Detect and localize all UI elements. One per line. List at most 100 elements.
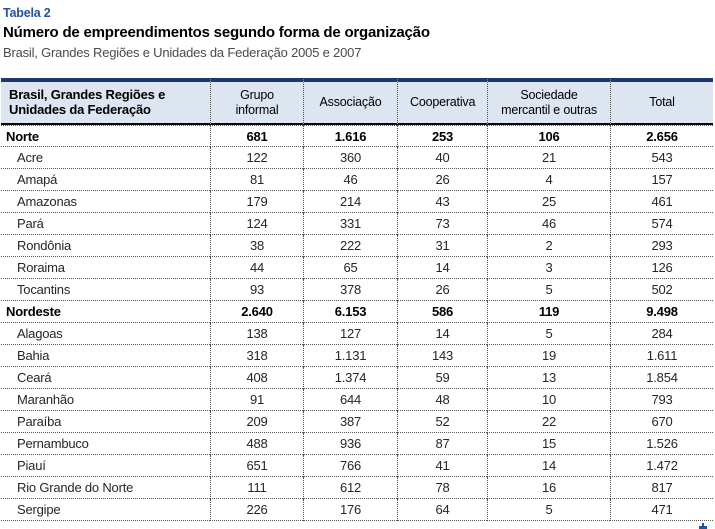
row-label: Amapá bbox=[1, 169, 210, 191]
cell-value: 4 bbox=[487, 169, 610, 191]
cell-value: 91 bbox=[210, 389, 303, 411]
cell-value: 15 bbox=[487, 433, 610, 455]
row-label: Pará bbox=[1, 213, 210, 235]
table-body: Norte 681 1.616 253 106 2.656 Acre 122 360 40 21 54… bbox=[1, 125, 713, 521]
cell-value: 502 bbox=[610, 279, 713, 301]
cell-value: 2.640 bbox=[210, 301, 303, 323]
cell-value: 41 bbox=[397, 455, 487, 477]
cell-value: 40 bbox=[397, 147, 487, 169]
cell-value: 59 bbox=[397, 367, 487, 389]
cell-value: 766 bbox=[303, 455, 397, 477]
cell-value: 644 bbox=[303, 389, 397, 411]
cell-value: 9.498 bbox=[610, 301, 713, 323]
cell-value: 670 bbox=[610, 411, 713, 433]
cell-value: 543 bbox=[610, 147, 713, 169]
region-total-row: Norte 681 1.616 253 106 2.656 bbox=[1, 125, 713, 147]
cell-value: 44 bbox=[210, 257, 303, 279]
cell-value: 253 bbox=[397, 125, 487, 147]
state-row: Rondônia 38 222 31 2 293 bbox=[1, 235, 713, 257]
state-row: Tocantins 93 378 26 5 502 bbox=[1, 279, 713, 301]
col-header-sociedade-mercantil: Sociedade mercantil e outras bbox=[487, 78, 610, 125]
row-label: Nordeste bbox=[1, 301, 210, 323]
cell-value: 122 bbox=[210, 147, 303, 169]
cell-value: 13 bbox=[487, 367, 610, 389]
cell-value: 360 bbox=[303, 147, 397, 169]
cell-value: 378 bbox=[303, 279, 397, 301]
row-label: Roraima bbox=[1, 257, 210, 279]
row-label: Norte bbox=[1, 125, 210, 147]
cell-value: 331 bbox=[303, 213, 397, 235]
region-total-row: Nordeste 2.640 6.153 586 119 9.498 bbox=[1, 301, 713, 323]
col-header-grupo-informal: Grupo informal bbox=[210, 78, 303, 125]
col-header-cooperativa: Cooperativa bbox=[397, 78, 487, 125]
cell-value: 574 bbox=[610, 213, 713, 235]
cell-value: 5 bbox=[487, 499, 610, 521]
cell-value: 143 bbox=[397, 345, 487, 367]
cell-value: 681 bbox=[210, 125, 303, 147]
cell-value: 43 bbox=[397, 191, 487, 213]
cell-value: 651 bbox=[210, 455, 303, 477]
state-row: Rio Grande do Norte 111 612 78 16 817 bbox=[1, 477, 713, 499]
cell-value: 48 bbox=[397, 389, 487, 411]
cell-value: 793 bbox=[610, 389, 713, 411]
state-row: Acre 122 360 40 21 543 bbox=[1, 147, 713, 169]
cell-value: 65 bbox=[303, 257, 397, 279]
cell-value: 19 bbox=[487, 345, 610, 367]
cell-value: 31 bbox=[397, 235, 487, 257]
header-row: Brasil, Grandes Regiões e Unidades da Fe… bbox=[1, 78, 713, 125]
row-label: Ceará bbox=[1, 367, 210, 389]
row-label: Tocantins bbox=[1, 279, 210, 301]
cell-value: 10 bbox=[487, 389, 610, 411]
cell-value: 3 bbox=[487, 257, 610, 279]
cell-value: 2 bbox=[487, 235, 610, 257]
cell-value: 471 bbox=[610, 499, 713, 521]
cell-value: 5 bbox=[487, 279, 610, 301]
state-row: Pará 124 331 73 46 574 bbox=[1, 213, 713, 235]
cell-value: 14 bbox=[397, 257, 487, 279]
cell-value: 612 bbox=[303, 477, 397, 499]
cell-value: 64 bbox=[397, 499, 487, 521]
row-label: Paraíba bbox=[1, 411, 210, 433]
row-label: Alagoas bbox=[1, 323, 210, 345]
cell-value: 1.616 bbox=[303, 125, 397, 147]
cell-value: 209 bbox=[210, 411, 303, 433]
cell-value: 22 bbox=[487, 411, 610, 433]
cell-value: 25 bbox=[487, 191, 610, 213]
cell-value: 126 bbox=[610, 257, 713, 279]
state-row: Piauí 651 766 41 14 1.472 bbox=[1, 455, 713, 477]
cell-value: 1.854 bbox=[610, 367, 713, 389]
cell-value: 16 bbox=[487, 477, 610, 499]
table-number-label: Tabela 2 bbox=[3, 6, 51, 20]
cell-value: 127 bbox=[303, 323, 397, 345]
cell-value: 119 bbox=[487, 301, 610, 323]
cell-value: 81 bbox=[210, 169, 303, 191]
row-label: Maranhão bbox=[1, 389, 210, 411]
page-subtitle: Brasil, Grandes Regiões e Unidades da Fe… bbox=[3, 45, 362, 60]
cell-value: 408 bbox=[210, 367, 303, 389]
cell-value: 14 bbox=[397, 323, 487, 345]
cell-value: 176 bbox=[303, 499, 397, 521]
row-label: Acre bbox=[1, 147, 210, 169]
row-label: Rondônia bbox=[1, 235, 210, 257]
state-row: Roraima 44 65 14 3 126 bbox=[1, 257, 713, 279]
cell-value: 5 bbox=[487, 323, 610, 345]
cell-value: 46 bbox=[487, 213, 610, 235]
cell-value: 2.656 bbox=[610, 125, 713, 147]
col-header-total: Total bbox=[610, 78, 713, 125]
row-label: Rio Grande do Norte bbox=[1, 477, 210, 499]
cell-value: 124 bbox=[210, 213, 303, 235]
cell-value: 1.131 bbox=[303, 345, 397, 367]
cell-value: 52 bbox=[397, 411, 487, 433]
cell-value: 318 bbox=[210, 345, 303, 367]
cell-value: 14 bbox=[487, 455, 610, 477]
cell-value: 284 bbox=[610, 323, 713, 345]
cell-value: 6.153 bbox=[303, 301, 397, 323]
cell-value: 936 bbox=[303, 433, 397, 455]
row-label: Pernambuco bbox=[1, 433, 210, 455]
state-row: Maranhão 91 644 48 10 793 bbox=[1, 389, 713, 411]
cell-value: 111 bbox=[210, 477, 303, 499]
statistics-table: Brasil, Grandes Regiões e Unidades da Fe… bbox=[1, 78, 713, 521]
cell-value: 26 bbox=[397, 279, 487, 301]
state-row: Paraíba 209 387 52 22 670 bbox=[1, 411, 713, 433]
